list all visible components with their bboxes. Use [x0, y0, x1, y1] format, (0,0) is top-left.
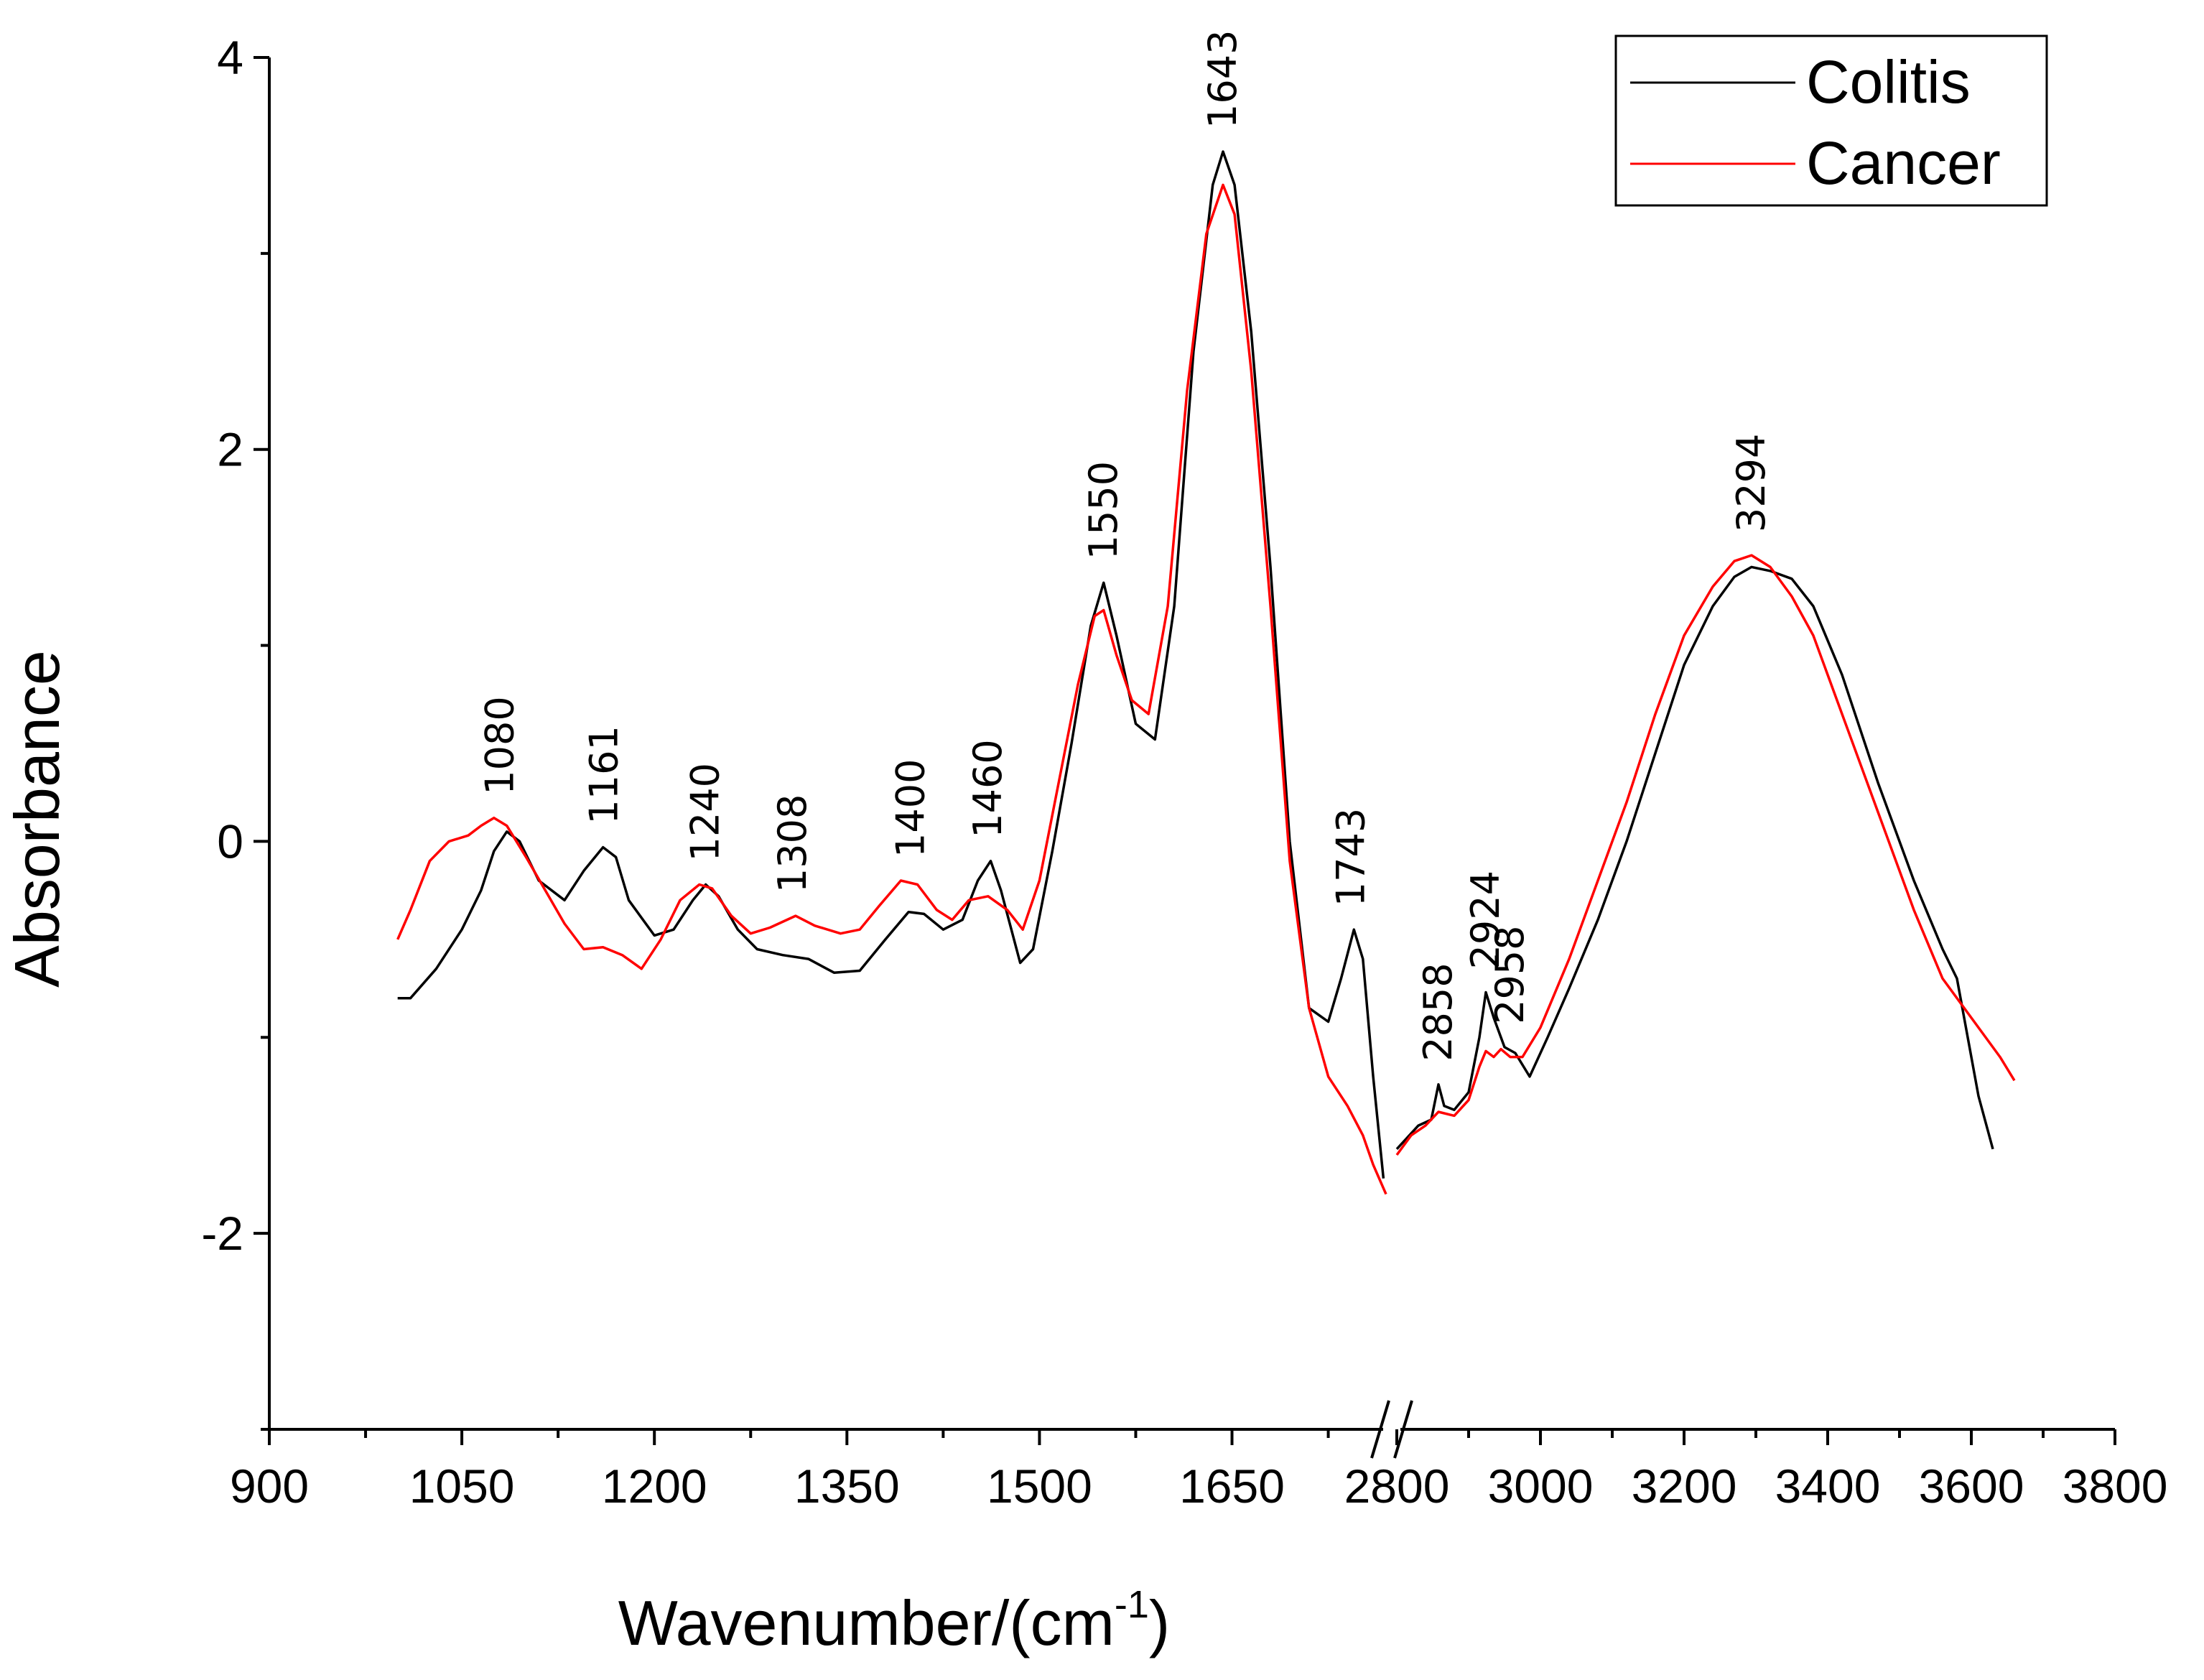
peak-label-2858: 2858	[1415, 962, 1461, 1061]
peak-label-1550: 1550	[1081, 461, 1126, 560]
y-tick-label: -2	[201, 1207, 243, 1260]
peak-label-1460: 1460	[965, 739, 1010, 837]
peak-label-1743: 1743	[1329, 808, 1374, 906]
x-tick-label: 3800	[2063, 1459, 2168, 1513]
peak-label-1308: 1308	[770, 794, 815, 893]
series-line-colitis-segment1	[397, 150, 1385, 1179]
y-tick-label: 2	[217, 423, 243, 476]
peak-label-1400: 1400	[888, 759, 934, 858]
x-tick-label: 3600	[1919, 1459, 2024, 1513]
x-tick-label: 900	[230, 1459, 309, 1513]
x-tick-label: 1350	[794, 1459, 900, 1513]
peak-label-1161: 1161	[582, 725, 627, 824]
peak-label-3294: 3294	[1729, 434, 1774, 532]
legend-label-colitis: Colitis	[1806, 48, 1971, 116]
y-axis-title: Absorbance	[1, 650, 73, 988]
x-tick-label: 2800	[1344, 1459, 1450, 1513]
y-tick-label: 4	[217, 31, 243, 84]
axis-break-mark-right	[1393, 1400, 1413, 1459]
x-tick-label: 3400	[1775, 1459, 1881, 1513]
peak-label-1080: 1080	[478, 696, 523, 794]
series-line-cancer-segment2	[1395, 554, 2016, 1156]
x-tick-label: 1650	[1179, 1459, 1285, 1513]
peak-label-2924: 2924	[1463, 871, 1508, 969]
legend-box	[1614, 34, 2048, 207]
x-tick-label: 3000	[1488, 1459, 1594, 1513]
peak-label-1643: 1643	[1200, 30, 1245, 129]
axis-break-mark-left	[1370, 1400, 1390, 1459]
y-tick-label: 0	[217, 815, 243, 868]
legend-label-cancer: Cancer	[1806, 129, 2001, 197]
legend: Colitis Cancer	[1614, 34, 2048, 207]
x-axis-title: Wavenumber/(cm-1)	[618, 1583, 1170, 1658]
x-tick-label: 1200	[602, 1459, 707, 1513]
x-tick-label: 1050	[409, 1459, 515, 1513]
series-line-cancer-segment1	[396, 183, 1387, 1195]
peak-label-1240: 1240	[683, 763, 728, 861]
peak-label-2958: 2958	[1487, 925, 1533, 1024]
series-line-colitis-segment2	[1395, 565, 1994, 1150]
x-tick-label: 1500	[987, 1459, 1092, 1513]
x-tick-label: 3200	[1632, 1459, 1737, 1513]
